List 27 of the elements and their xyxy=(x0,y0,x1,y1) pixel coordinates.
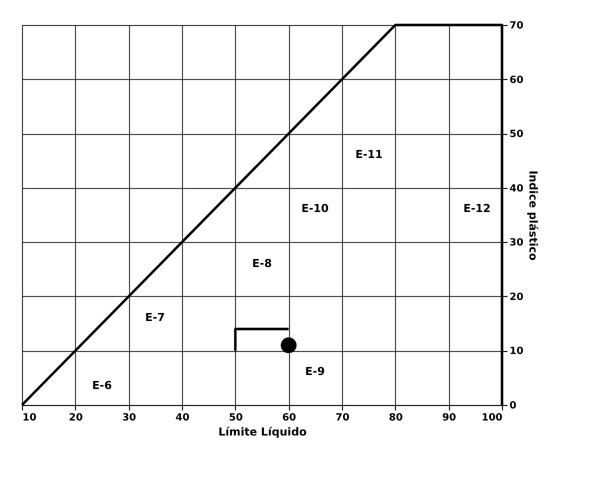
y-tick-label: 20 xyxy=(510,292,524,303)
x-tick-label: 90 xyxy=(442,412,456,424)
annotation: E-9 xyxy=(305,365,325,378)
annotation: E-6 xyxy=(92,379,112,392)
x-axis-title: Límite Líquido xyxy=(218,426,308,438)
y-axis-title: Indice plástico xyxy=(526,170,540,261)
x-tick-label: 100 xyxy=(482,412,503,424)
x-tick-label: 40 xyxy=(176,412,190,424)
y-tick-label: 10 xyxy=(510,346,524,358)
x-tick-label: 60 xyxy=(282,412,296,424)
y-tick-label: 50 xyxy=(510,129,524,140)
annotation: E-7 xyxy=(145,311,165,324)
y-tick-label: 70 xyxy=(510,20,524,32)
annotation: E-11 xyxy=(355,148,383,161)
annotation: E-12 xyxy=(463,202,491,215)
x-tick-label: 10 xyxy=(22,412,36,424)
x-tick-label: 50 xyxy=(228,412,243,424)
x-tick-label: 30 xyxy=(122,412,136,424)
annotation: E-8 xyxy=(252,257,272,270)
y-tick-label: 60 xyxy=(510,74,524,86)
annotation: E-10 xyxy=(301,202,330,215)
y-tick-label: 40 xyxy=(510,183,524,194)
x-tick-label: 20 xyxy=(68,412,83,424)
y-tick-label: 30 xyxy=(510,238,524,249)
x-tick-label: 80 xyxy=(388,412,403,424)
y-tick-label: 0 xyxy=(510,400,516,412)
x-tick-label: 70 xyxy=(336,412,350,424)
